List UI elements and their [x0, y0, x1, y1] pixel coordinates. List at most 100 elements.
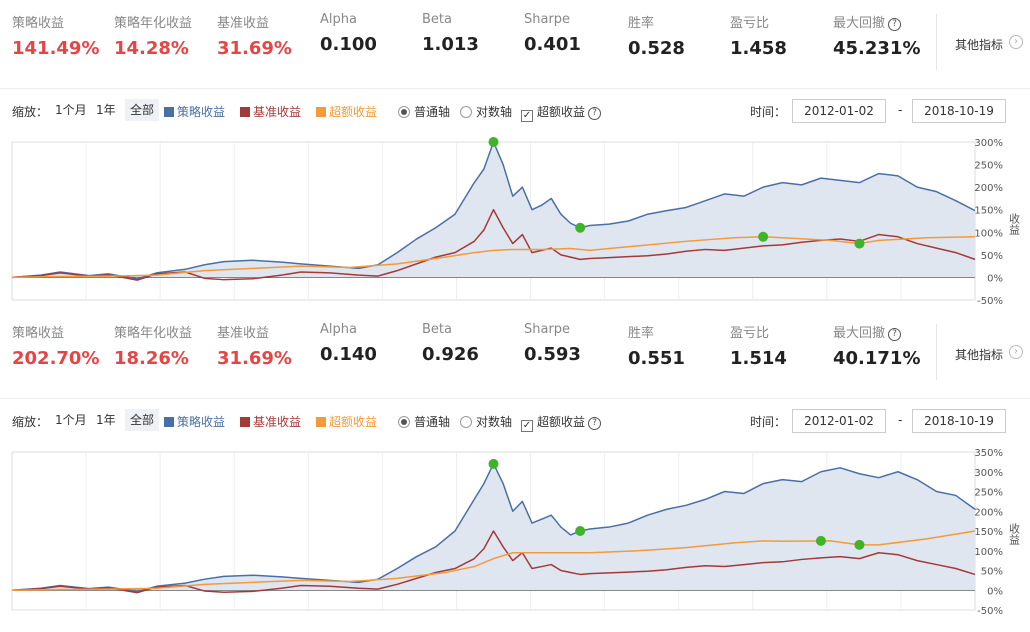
radio-icon: [460, 416, 472, 428]
help-icon[interactable]: ?: [888, 328, 902, 341]
metric-label: Beta: [422, 322, 452, 337]
metric-value: 40.171%: [833, 348, 921, 369]
zoom-1-year-button[interactable]: 1年: [96, 413, 116, 427]
axis-normal-radio[interactable]: 普通轴: [398, 413, 450, 430]
y-tick-label: -50%: [977, 296, 1003, 306]
y-axis-label: 收益: [1008, 212, 1021, 235]
more-metrics-button[interactable]: 其他指标 ›: [936, 324, 1029, 380]
drawdown-marker: [575, 222, 586, 233]
metric-label: 策略年化收益: [114, 326, 193, 341]
excess-checkbox[interactable]: ✓ 超额收益?: [521, 413, 602, 432]
metric-benchmark-return: 基准收益 31.69%: [217, 322, 292, 369]
metric-value: 0.926: [422, 344, 479, 365]
zoom-1-year-button[interactable]: 1年: [96, 103, 116, 117]
metric-value: 31.69%: [217, 348, 292, 369]
y-tick-label: 200%: [974, 507, 1003, 518]
axis-log-radio[interactable]: 对数轴: [460, 413, 512, 430]
y-tick-label: 50%: [981, 251, 1003, 262]
more-metrics-label: 其他指标: [955, 38, 1004, 52]
legend-label: 超额收益: [329, 105, 378, 119]
y-tick-label: 0%: [987, 586, 1003, 597]
date-to-input[interactable]: 2018-10-19: [912, 99, 1006, 123]
metric-label: 策略收益: [12, 16, 65, 31]
legend-label: 基准收益: [253, 105, 302, 119]
legend-swatch: [164, 107, 174, 117]
y-tick-label: 300%: [974, 468, 1003, 479]
zoom-all-button[interactable]: 全部: [125, 409, 160, 431]
y-axis-label: 收益: [1008, 522, 1021, 545]
zoom-label: 缩放：: [12, 415, 49, 429]
help-icon[interactable]: ?: [888, 18, 902, 31]
metric-label: 策略年化收益: [114, 16, 193, 31]
metric-label: Alpha: [320, 322, 357, 337]
series-line-excess: [11, 236, 976, 279]
date-separator: -: [898, 413, 903, 427]
strategy-area: [12, 463, 975, 592]
legend-strategy[interactable]: 策略收益: [164, 103, 225, 120]
metric-max-drawdown: 最大回撤? 40.171%: [833, 322, 921, 369]
radio-icon: [460, 106, 472, 118]
zoom-all-button[interactable]: 全部: [125, 99, 160, 121]
metric-value: 0.100: [320, 34, 377, 55]
date-from-input[interactable]: 2012-01-02: [792, 409, 886, 433]
metric-label: Sharpe: [524, 12, 571, 27]
metric-label: 基准收益: [217, 326, 270, 341]
metric-alpha: Alpha 0.140: [320, 322, 377, 365]
zoom-1-month-button[interactable]: 1个月: [55, 103, 87, 117]
legend-label: 策略收益: [177, 415, 226, 429]
metric-value: 1.013: [422, 34, 479, 55]
metric-label: Sharpe: [524, 322, 571, 337]
axis-log-label: 对数轴: [476, 105, 513, 119]
legend-label: 基准收益: [253, 415, 302, 429]
more-metrics-label: 其他指标: [955, 348, 1004, 362]
returns-chart: 300% 250% 200% 150% 100% 50% 0% -50% 收益: [11, 137, 1021, 306]
drawdown-marker: [854, 539, 865, 550]
legend-strategy[interactable]: 策略收益: [164, 413, 225, 430]
metric-value: 202.70%: [12, 348, 100, 369]
series-line-benchmark: [11, 208, 976, 281]
metric-value: 0.528: [628, 38, 685, 59]
axis-normal-label: 普通轴: [414, 105, 451, 119]
help-icon[interactable]: ?: [588, 417, 602, 430]
metric-value: 31.69%: [217, 38, 292, 59]
metric-value: 0.140: [320, 344, 377, 365]
metric-beta: Beta 1.013: [422, 12, 479, 55]
y-tick-label: 100%: [974, 547, 1003, 558]
axis-log-label: 对数轴: [476, 415, 513, 429]
metric-annual-return: 策略年化收益 14.28%: [114, 12, 192, 59]
date-from-input[interactable]: 2012-01-02: [792, 99, 886, 123]
y-tick-label: 50%: [981, 567, 1003, 578]
y-tick-label: 250%: [974, 488, 1003, 499]
y-tick-label: -50%: [977, 606, 1003, 616]
more-metrics-button[interactable]: 其他指标 ›: [936, 14, 1029, 70]
metric-value: 1.458: [730, 38, 787, 59]
y-tick-label: 350%: [974, 448, 1003, 459]
metric-value: 0.593: [524, 344, 581, 365]
metric-value: 0.551: [628, 348, 685, 369]
help-icon[interactable]: ?: [588, 107, 602, 120]
zoom-1-month-button[interactable]: 1个月: [55, 413, 87, 427]
legend-label: 超额收益: [329, 415, 378, 429]
legend-excess[interactable]: 超额收益: [316, 413, 377, 430]
legend-label: 策略收益: [177, 105, 226, 119]
legend-swatch: [240, 417, 250, 427]
date-to-input[interactable]: 2018-10-19: [912, 409, 1006, 433]
backtest-panel-2: 策略收益 202.70% 策略年化收益 18.26% 基准收益 31.69% Alph…: [0, 310, 1030, 620]
metric-label: 基准收益: [217, 16, 270, 31]
metric-value: 0.401: [524, 34, 581, 55]
legend-benchmark[interactable]: 基准收益: [240, 103, 301, 120]
legend-benchmark[interactable]: 基准收益: [240, 413, 301, 430]
metric-win-rate: 胜率 0.528: [628, 12, 685, 59]
metric-label: Beta: [422, 12, 452, 27]
axis-normal-radio[interactable]: 普通轴: [398, 103, 450, 120]
legend-excess[interactable]: 超额收益: [316, 103, 377, 120]
time-label: 时间：: [750, 415, 787, 429]
legend-swatch: [316, 107, 326, 117]
axis-log-radio[interactable]: 对数轴: [460, 103, 512, 120]
excess-checkbox[interactable]: ✓ 超额收益?: [521, 103, 602, 122]
metric-label: Alpha: [320, 12, 357, 27]
metric-max-drawdown: 最大回撤? 45.231%: [833, 12, 921, 59]
metric-label: 盈亏比: [730, 326, 770, 341]
metric-label: 胜率: [628, 16, 655, 31]
series-line-strategy: [11, 463, 976, 593]
